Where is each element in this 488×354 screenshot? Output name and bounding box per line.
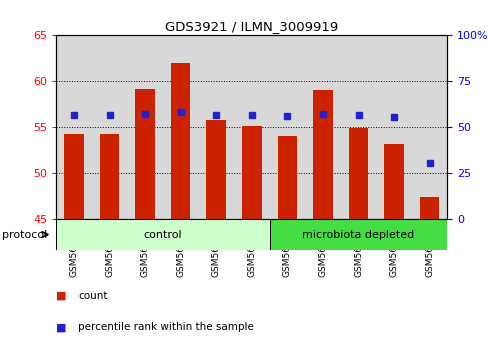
Bar (206, 120, 225, 219)
Text: protocol: protocol (2, 229, 48, 240)
Bar (269, 219, 447, 250)
Bar (92, 35, 127, 219)
Bar (56, 35, 92, 219)
Bar (305, 35, 340, 219)
Bar (340, 35, 376, 219)
Bar (100, 134, 119, 219)
Bar (348, 129, 367, 219)
Bar (242, 126, 261, 219)
Text: ■: ■ (56, 322, 66, 332)
Text: control: control (143, 229, 182, 240)
Text: percentile rank within the sample: percentile rank within the sample (78, 322, 254, 332)
Bar (171, 63, 190, 219)
Text: ■: ■ (56, 291, 66, 301)
Bar (163, 35, 198, 219)
Bar (419, 198, 439, 219)
Bar (376, 35, 411, 219)
Bar (127, 35, 163, 219)
Bar (269, 35, 305, 219)
Bar (411, 35, 447, 219)
Title: GDS3921 / ILMN_3009919: GDS3921 / ILMN_3009919 (165, 20, 338, 33)
Bar (312, 90, 332, 219)
Bar (384, 144, 403, 219)
Bar (56, 219, 269, 250)
Bar (135, 89, 155, 219)
Text: count: count (78, 291, 107, 301)
Bar (198, 35, 234, 219)
Bar (277, 136, 297, 219)
Text: microbiota depleted: microbiota depleted (302, 229, 414, 240)
Bar (64, 134, 83, 219)
Bar (234, 35, 269, 219)
